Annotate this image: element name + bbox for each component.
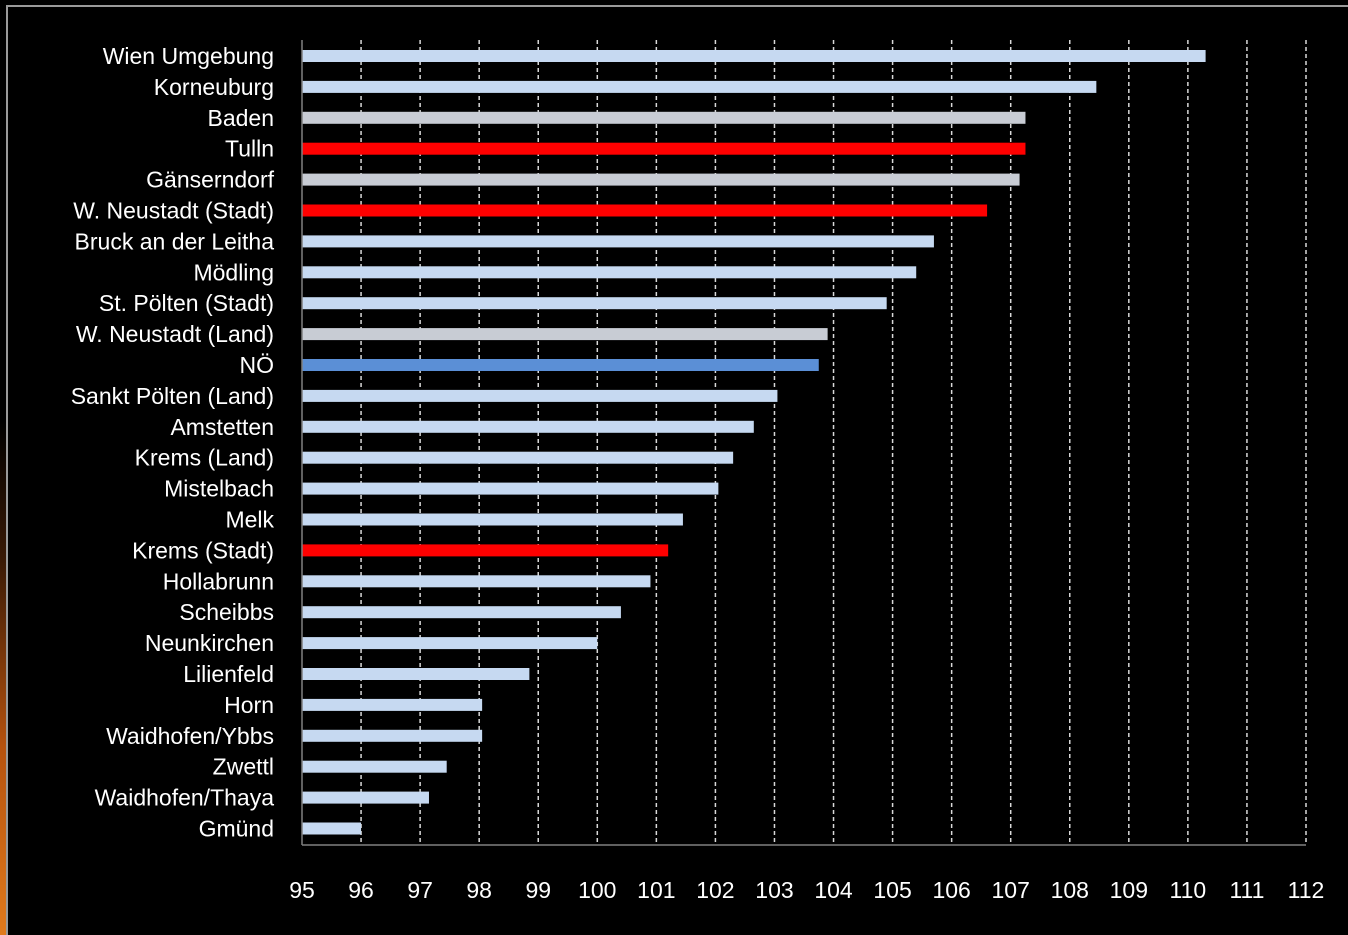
category-label: Tulln xyxy=(225,136,274,162)
bar xyxy=(302,760,447,773)
category-label: Baden xyxy=(207,105,274,131)
category-label: Wien Umgebung xyxy=(103,43,274,69)
x-axis-tick-labels: 95 96 97 98 99 100 101 102 103 104 105 106 107 108 109… xyxy=(289,877,1324,903)
x-tick-label: 102 xyxy=(696,877,734,903)
x-tick-label: 95 xyxy=(289,877,315,903)
bar xyxy=(302,668,530,680)
x-tick-label: 112 xyxy=(1288,877,1325,903)
bar xyxy=(302,204,988,217)
left-accent-strip xyxy=(0,0,6,935)
axis-lines xyxy=(301,40,1306,846)
bar xyxy=(302,142,1026,155)
category-label: W. Neustadt (Land) xyxy=(76,321,274,347)
category-label: Gänserndorf xyxy=(146,167,274,193)
bar xyxy=(302,513,683,526)
category-label: St. Pölten (Stadt) xyxy=(99,290,274,316)
x-tick-label: 109 xyxy=(1110,877,1148,903)
category-label: Mistelbach xyxy=(164,476,274,502)
chart-frame xyxy=(6,5,1348,935)
bars xyxy=(302,50,1206,835)
x-tick-label: 104 xyxy=(814,877,853,903)
bar xyxy=(302,729,483,742)
x-tick-label: 105 xyxy=(873,877,911,903)
category-label: Neunkirchen xyxy=(145,630,274,656)
bar xyxy=(302,328,828,341)
bar xyxy=(302,698,483,711)
x-tick-label: 97 xyxy=(407,877,433,903)
category-label: Krems (Stadt) xyxy=(132,537,274,563)
x-tick-label: 106 xyxy=(932,877,970,903)
x-tick-label: 107 xyxy=(992,877,1030,903)
x-tick-label: 96 xyxy=(348,877,374,903)
bar xyxy=(302,451,734,464)
category-label: Sankt Pölten (Land) xyxy=(71,383,274,409)
category-label: Zwettl xyxy=(213,754,274,780)
bar xyxy=(302,482,719,495)
category-label: Amstetten xyxy=(170,414,274,440)
x-tick-label: 103 xyxy=(755,877,793,903)
bar xyxy=(302,235,934,248)
bar xyxy=(302,575,651,588)
category-label: Gmünd xyxy=(199,816,274,842)
category-label: NÖ xyxy=(240,352,275,378)
bar xyxy=(302,420,754,433)
category-label: Korneuburg xyxy=(154,74,274,100)
bar xyxy=(302,297,887,310)
bar xyxy=(302,266,917,279)
category-label: Hollabrunn xyxy=(163,568,274,594)
bar xyxy=(302,359,819,371)
category-label: W. Neustadt (Stadt) xyxy=(73,198,274,224)
x-tick-label: 101 xyxy=(637,877,675,903)
x-tick-label: 98 xyxy=(466,877,492,903)
bar xyxy=(302,637,598,650)
category-label: Bruck an der Leitha xyxy=(75,228,275,254)
category-label: Krems (Land) xyxy=(135,445,274,471)
gridlines xyxy=(360,40,1307,845)
x-tick-label: 99 xyxy=(525,877,551,903)
bar xyxy=(302,111,1026,124)
bar xyxy=(302,544,669,557)
x-tick-label: 100 xyxy=(578,877,616,903)
bar xyxy=(302,822,362,835)
bar xyxy=(302,606,621,619)
category-label: Lilienfeld xyxy=(183,661,274,687)
category-label: Waidhofen/Ybbs xyxy=(106,723,274,749)
category-label: Horn xyxy=(224,692,274,718)
x-tick-label: 108 xyxy=(1051,877,1089,903)
category-label: Melk xyxy=(225,507,274,533)
x-tick-label: 111 xyxy=(1229,877,1264,903)
category-label: Mödling xyxy=(193,259,274,285)
category-labels: Wien Umgebung Korneuburg Baden Tulln Gänsern… xyxy=(71,43,275,842)
bar xyxy=(302,791,429,804)
category-label: Waidhofen/Thaya xyxy=(95,785,275,811)
bar xyxy=(302,173,1020,186)
x-tick-label: 110 xyxy=(1170,877,1207,903)
bar xyxy=(302,80,1097,93)
bar xyxy=(302,389,778,402)
category-label: Scheibbs xyxy=(179,599,274,625)
bar xyxy=(302,50,1206,62)
